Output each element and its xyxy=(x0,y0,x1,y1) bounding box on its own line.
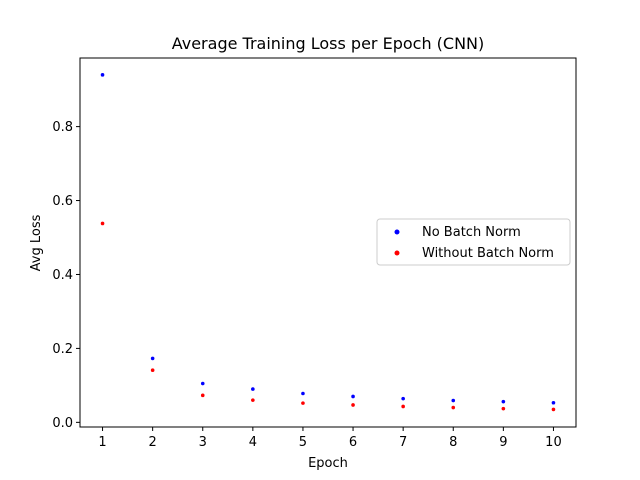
legend: No Batch Norm Without Batch Norm xyxy=(376,218,571,266)
y-tick-label: 0.0 xyxy=(52,416,73,431)
legend-label-no-batch-norm: No Batch Norm xyxy=(422,225,521,240)
point-series-1-epoch-7 xyxy=(401,396,405,401)
point-series-2-epoch-10 xyxy=(551,407,556,412)
point-series-1-epoch-3 xyxy=(200,381,205,386)
point-series-1-epoch-2 xyxy=(150,356,155,361)
point-series-2-epoch-2 xyxy=(150,368,155,373)
point-series-1-epoch-6 xyxy=(351,394,355,399)
x-tick-label: 8 xyxy=(449,435,457,450)
point-series-1-epoch-10 xyxy=(551,400,556,405)
y-tick-label: 0.2 xyxy=(52,342,73,357)
y-tick-label: 0.4 xyxy=(52,268,73,283)
point-series-1-epoch-5 xyxy=(301,391,305,396)
x-tick-label: 5 xyxy=(299,435,307,450)
point-series-2-epoch-4 xyxy=(251,398,255,402)
legend-marker-without-batch-norm xyxy=(394,250,400,256)
x-tick-label: 7 xyxy=(399,435,407,450)
legend-label-without-batch-norm: Without Batch Norm xyxy=(422,246,554,261)
point-series-2-epoch-3 xyxy=(200,393,205,398)
point-series-2-epoch-7 xyxy=(401,404,405,409)
legend-box xyxy=(376,218,571,266)
point-series-1-epoch-1 xyxy=(100,73,105,77)
y-tick-label: 0.8 xyxy=(52,120,73,135)
y-axis-ticks: 0.0 0.2 0.4 0.6 0.8 xyxy=(52,120,80,431)
point-series-2-epoch-6 xyxy=(351,403,355,407)
point-series-2-epoch-8 xyxy=(451,405,456,410)
x-tick-label: 2 xyxy=(149,435,157,450)
x-axis-label: Epoch xyxy=(308,456,348,471)
chart-title: Average Training Loss per Epoch (CNN) xyxy=(172,34,485,53)
y-tick-label: 0.6 xyxy=(52,194,73,209)
point-series-2-epoch-9 xyxy=(501,406,506,411)
x-tick-label: 10 xyxy=(545,435,562,450)
x-tick-label: 6 xyxy=(349,435,357,450)
point-series-2-epoch-5 xyxy=(301,401,305,405)
x-axis-ticks: 1 2 3 4 5 6 7 8 9 10 xyxy=(98,427,562,450)
point-series-1-epoch-9 xyxy=(501,399,506,404)
x-tick-label: 9 xyxy=(499,435,507,450)
y-axis-label: Avg Loss xyxy=(29,214,44,271)
point-series-1-epoch-8 xyxy=(451,398,456,403)
x-tick-label: 4 xyxy=(249,435,257,450)
legend-marker-no-batch-norm xyxy=(394,229,400,235)
point-series-1-epoch-4 xyxy=(251,387,255,391)
x-tick-label: 3 xyxy=(199,435,207,450)
x-tick-label: 1 xyxy=(98,435,106,450)
point-series-2-epoch-1 xyxy=(100,221,105,226)
data-points xyxy=(100,73,556,412)
